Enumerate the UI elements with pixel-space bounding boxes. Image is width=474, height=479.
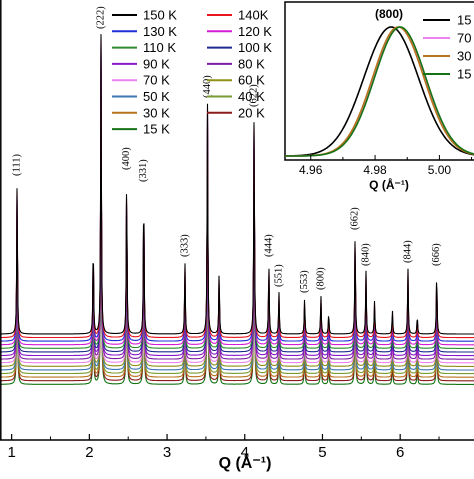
- peak-label: (333): [179, 234, 190, 257]
- trace-150k: [0, 34, 474, 335]
- inset-label-backdrop: [283, 161, 474, 192]
- peak-label: (440): [202, 75, 213, 98]
- peak-label: (840): [360, 243, 371, 266]
- trace-130k: [0, 41, 474, 342]
- peak-labels: (111) (222) (400) (331) (333) (440) (622) (444)…: [12, 6, 443, 293]
- peak-label: (400): [121, 147, 132, 170]
- inset-x-axis-title: Q (Å⁻¹): [369, 177, 409, 192]
- inset-frame: [284, 1, 474, 161]
- diffraction-traces: [0, 34, 474, 385]
- legend-label: 100 K: [238, 40, 272, 55]
- legend-label: 90 K: [143, 56, 170, 71]
- inset-x-tick-label: 4.98: [363, 163, 387, 177]
- legend-label: 110 K: [143, 40, 176, 55]
- trace-60k: [0, 66, 474, 367]
- legend-label: 70 K: [143, 73, 170, 88]
- inset-legend-label: 30: [457, 49, 471, 64]
- x-tick-label: 1: [7, 444, 15, 461]
- inset-panel: (800) 15 70 30 15 4.96 4.98 5.00 Q (Å⁻¹): [283, 1, 474, 192]
- trace-80k: [0, 59, 474, 360]
- peak-label: (662): [350, 207, 361, 230]
- legend-label: 50 K: [143, 89, 170, 104]
- legend-label: 60 K: [238, 73, 265, 88]
- peak-label: (553): [299, 270, 310, 293]
- trace-70k: [0, 62, 474, 364]
- trace-100k: [0, 52, 474, 353]
- trace-40k: [0, 73, 474, 375]
- legend-label: 80 K: [238, 56, 265, 71]
- legend-label: 30 K: [143, 105, 170, 120]
- peak-label: (800): [315, 267, 326, 290]
- x-tick-label: 5: [318, 444, 326, 461]
- main-legend: 150 K 140K 130 K 120 K 110 K 100 K 90 K 80 K 70 …: [112, 8, 272, 137]
- trace-140k: [0, 37, 474, 339]
- peak-label: (666): [431, 243, 442, 266]
- trace-120k: [0, 44, 474, 346]
- inset-x-tick-label: 4.96: [299, 163, 323, 177]
- peak-label: (551): [273, 264, 284, 287]
- peak-label: (222): [95, 6, 106, 29]
- peak-label: (844): [402, 240, 413, 263]
- peak-label: (111): [12, 154, 23, 176]
- trace-30k: [0, 77, 474, 378]
- legend-label: 15 K: [143, 122, 170, 137]
- legend-label: 20 K: [238, 105, 265, 120]
- inset-legend-label: 15: [457, 67, 471, 82]
- x-tick-label: 4: [241, 444, 249, 461]
- x-axis-title: Q (Å⁻¹): [219, 453, 272, 472]
- inset-x-tick-label: 5.00: [428, 163, 452, 177]
- legend-label: 40 K: [238, 89, 265, 104]
- legend-label: 130 K: [143, 24, 177, 39]
- peak-label: (331): [138, 159, 149, 182]
- trace-50k: [0, 70, 474, 371]
- x-tick-label: 6: [396, 444, 404, 461]
- inset-trace-150k: [285, 26, 474, 157]
- legend-label: 120 K: [238, 24, 272, 39]
- inset-title: (800): [375, 7, 403, 21]
- x-tick-label: 3: [163, 444, 171, 461]
- trace-110k: [0, 48, 474, 349]
- legend-label: 150 K: [143, 8, 177, 23]
- legend-label: 140K: [238, 8, 269, 23]
- trace-20k: [0, 80, 474, 382]
- peak-label: (444): [263, 234, 274, 257]
- x-tick-label: 2: [85, 444, 93, 461]
- peak-label: (622): [249, 84, 260, 107]
- trace-15k: [0, 84, 474, 385]
- inset-trace-15k: [285, 26, 474, 157]
- main-axes: 1 2 3 4 5 6: [0, 0, 474, 461]
- inset-legend-label: 70: [457, 31, 471, 46]
- inset-legend-label: 15: [457, 13, 471, 28]
- trace-90k: [0, 55, 474, 357]
